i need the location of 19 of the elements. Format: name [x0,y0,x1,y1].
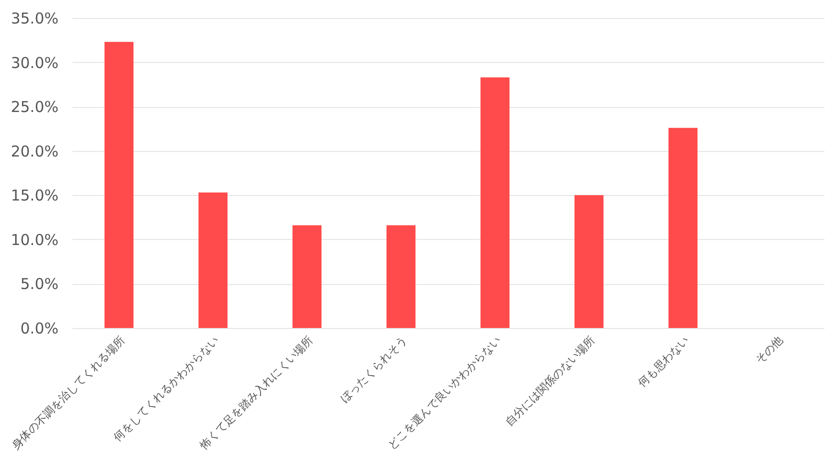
x-tick-label: その他 [752,334,786,366]
y-tick-label: 20.0% [10,142,58,160]
y-tick-label: 15.0% [10,186,58,205]
bar [198,192,228,328]
y-tick-label: 10.0% [10,230,58,249]
bar [386,225,416,328]
x-tick-label: 何も思わない [636,334,692,390]
bar [574,195,604,328]
x-tick-label: 自分には関係のない場所 [502,334,598,429]
bar [104,42,134,328]
y-tick-label: 25.0% [10,98,58,116]
y-tick-label: 0.0% [20,320,58,338]
y-tick-label: 30.0% [10,54,58,72]
bar [480,77,510,328]
x-tick-label: ぼったくられそう [338,334,410,406]
y-tick-label: 35.0% [10,10,58,28]
bar [292,225,322,328]
bar [668,128,698,328]
y-tick-label: 5.0% [20,275,58,294]
